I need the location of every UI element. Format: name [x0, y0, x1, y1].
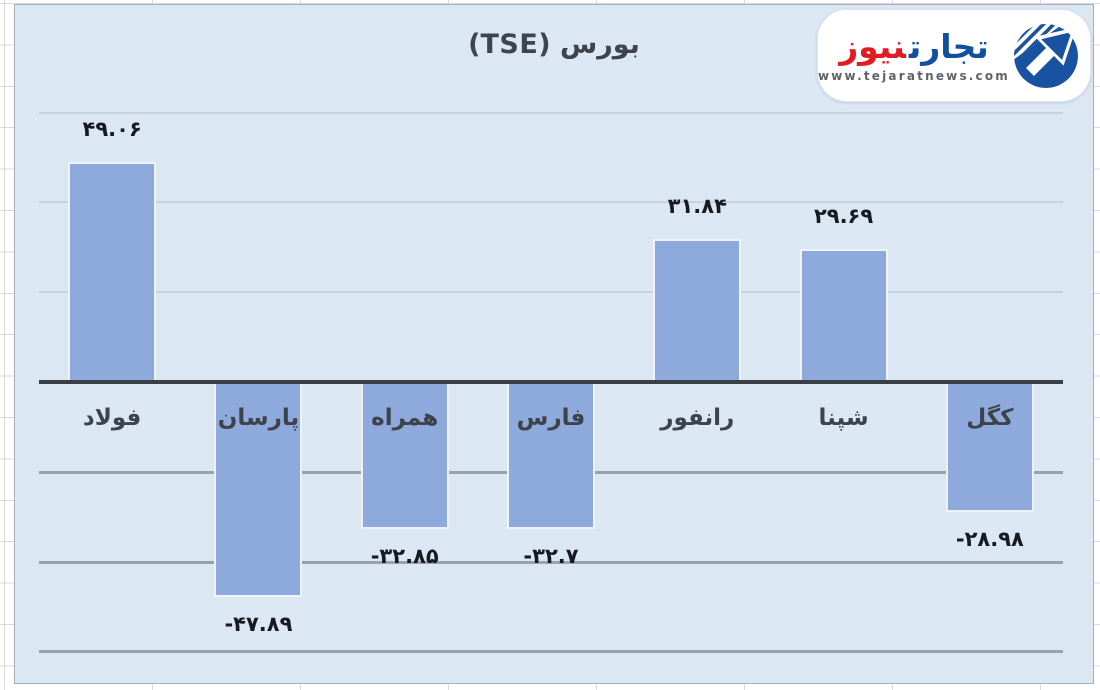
- category-label: فولاد: [82, 405, 142, 431]
- value-label: -۴۷.۸۹: [224, 612, 293, 637]
- value-label: ۲۹.۶۹: [813, 203, 874, 228]
- value-label: -۲۸.۹۸: [955, 527, 1024, 552]
- tse-bar-chart[interactable]: بورس (TSE) تجارتنیوز www.tejaratnews.com: [14, 4, 1094, 684]
- bar-پارسان: [214, 382, 303, 598]
- bar-فولاد: [68, 161, 157, 382]
- brand-wordmark: تجارتنیوز: [839, 26, 989, 66]
- category-label: پارسان: [217, 405, 300, 431]
- gridline--40: [39, 560, 1063, 564]
- value-label: -۳۲.۷: [523, 543, 579, 568]
- logo-url: www.tejaratnews.com: [817, 68, 1011, 83]
- brand-word-news: نیوز: [839, 26, 906, 66]
- gridline--60: [39, 650, 1063, 654]
- category-label: همراه: [371, 405, 439, 431]
- tejaratnews-logo: تجارتنیوز www.tejaratnews.com: [817, 9, 1091, 102]
- bar-شپنا: [799, 248, 888, 382]
- bar-فارس: [507, 382, 595, 529]
- logo-text-block: تجارتنیوز www.tejaratnews.com: [818, 26, 1008, 83]
- category-label: رانفور: [660, 405, 735, 431]
- chart-title: بورس (TSE): [468, 29, 640, 60]
- value-label: ۴۹.۰۶: [82, 116, 142, 141]
- gridline-20: [39, 291, 1063, 294]
- value-label: -۳۲.۸۵: [370, 544, 439, 569]
- brand-word-tejarat: تجارت: [908, 26, 989, 66]
- zero-axis-line: [39, 380, 1063, 384]
- bar-رانفور: [653, 239, 742, 382]
- bar-همراه: [360, 382, 449, 530]
- gridline-40: [39, 201, 1063, 204]
- category-label: کگل: [966, 405, 1014, 431]
- bar-کگل: [945, 382, 1034, 513]
- tejaratnews-arrow-emblem-icon: [1006, 16, 1086, 96]
- gridline-60: [39, 111, 1063, 114]
- category-label: شپنا: [818, 405, 869, 431]
- value-label: ۳۱.۸۴: [667, 194, 727, 219]
- category-label: فارس: [516, 405, 586, 431]
